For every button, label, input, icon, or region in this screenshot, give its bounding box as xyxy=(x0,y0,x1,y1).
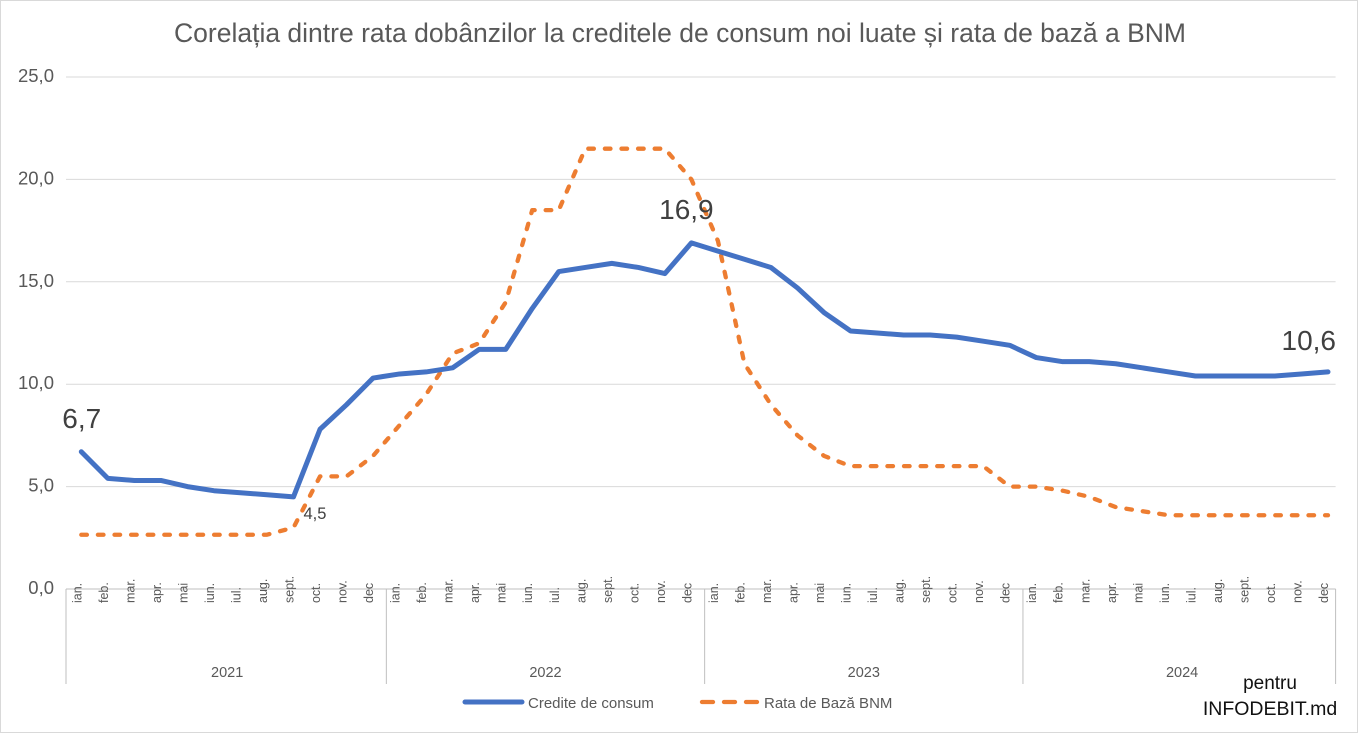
svg-text:iul.: iul. xyxy=(866,587,880,603)
svg-text:oct.: oct. xyxy=(1264,583,1278,603)
svg-text:5,0: 5,0 xyxy=(28,475,54,496)
svg-text:mai: mai xyxy=(495,583,509,603)
svg-text:dec: dec xyxy=(1317,583,1331,603)
svg-text:apr.: apr. xyxy=(468,582,482,603)
svg-text:nov.: nov. xyxy=(1290,580,1304,603)
svg-text:oct.: oct. xyxy=(309,583,323,603)
svg-text:15,0: 15,0 xyxy=(18,270,54,291)
svg-text:mar.: mar. xyxy=(760,579,774,603)
svg-text:iul.: iul. xyxy=(229,587,243,603)
svg-text:2023: 2023 xyxy=(848,665,880,681)
svg-text:ian.: ian. xyxy=(70,583,84,603)
svg-text:iun.: iun. xyxy=(521,583,535,603)
svg-text:feb.: feb. xyxy=(415,582,429,603)
svg-text:sept.: sept. xyxy=(283,576,297,603)
svg-text:apr.: apr. xyxy=(150,582,164,603)
svg-text:aug.: aug. xyxy=(893,579,907,603)
svg-text:dec: dec xyxy=(680,583,694,603)
svg-text:10,6: 10,6 xyxy=(1282,325,1337,356)
svg-text:6,7: 6,7 xyxy=(62,403,101,434)
svg-text:nov.: nov. xyxy=(972,580,986,603)
svg-text:dec: dec xyxy=(999,583,1013,603)
svg-text:mar.: mar. xyxy=(442,579,456,603)
svg-text:mai: mai xyxy=(813,583,827,603)
svg-text:sept.: sept. xyxy=(919,576,933,603)
svg-text:ian.: ian. xyxy=(389,583,403,603)
svg-text:0,0: 0,0 xyxy=(28,577,54,598)
svg-text:mai: mai xyxy=(176,583,190,603)
svg-text:aug.: aug. xyxy=(256,579,270,603)
svg-text:Rata de Bază BNM: Rata de Bază BNM xyxy=(764,695,892,712)
svg-text:ian.: ian. xyxy=(1025,583,1039,603)
svg-text:aug.: aug. xyxy=(574,579,588,603)
svg-text:oct.: oct. xyxy=(946,583,960,603)
svg-text:16,9: 16,9 xyxy=(659,194,714,225)
svg-text:sept.: sept. xyxy=(1237,576,1251,603)
svg-text:iun.: iun. xyxy=(203,583,217,603)
svg-text:mar.: mar. xyxy=(123,579,137,603)
svg-text:dec: dec xyxy=(362,583,376,603)
svg-text:apr.: apr. xyxy=(786,582,800,603)
svg-text:Credite de consum: Credite de consum xyxy=(528,695,654,712)
svg-text:iul.: iul. xyxy=(1184,587,1198,603)
svg-text:2021: 2021 xyxy=(211,665,243,681)
svg-text:20,0: 20,0 xyxy=(18,167,54,188)
svg-text:4,5: 4,5 xyxy=(304,505,327,523)
svg-text:feb.: feb. xyxy=(1052,582,1066,603)
svg-text:mai: mai xyxy=(1131,583,1145,603)
svg-text:feb.: feb. xyxy=(97,582,111,603)
svg-text:sept.: sept. xyxy=(601,576,615,603)
svg-text:mar.: mar. xyxy=(1078,579,1092,603)
svg-text:ian.: ian. xyxy=(707,583,721,603)
svg-text:aug.: aug. xyxy=(1211,579,1225,603)
svg-text:oct.: oct. xyxy=(627,583,641,603)
svg-text:feb.: feb. xyxy=(733,582,747,603)
svg-text:nov.: nov. xyxy=(336,580,350,603)
svg-text:iun.: iun. xyxy=(1158,583,1172,603)
svg-text:10,0: 10,0 xyxy=(18,372,54,393)
svg-text:iun.: iun. xyxy=(840,583,854,603)
svg-text:2022: 2022 xyxy=(529,665,561,681)
svg-text:apr.: apr. xyxy=(1105,582,1119,603)
svg-text:25,0: 25,0 xyxy=(18,65,54,86)
svg-text:nov.: nov. xyxy=(654,580,668,603)
svg-text:iul.: iul. xyxy=(548,587,562,603)
